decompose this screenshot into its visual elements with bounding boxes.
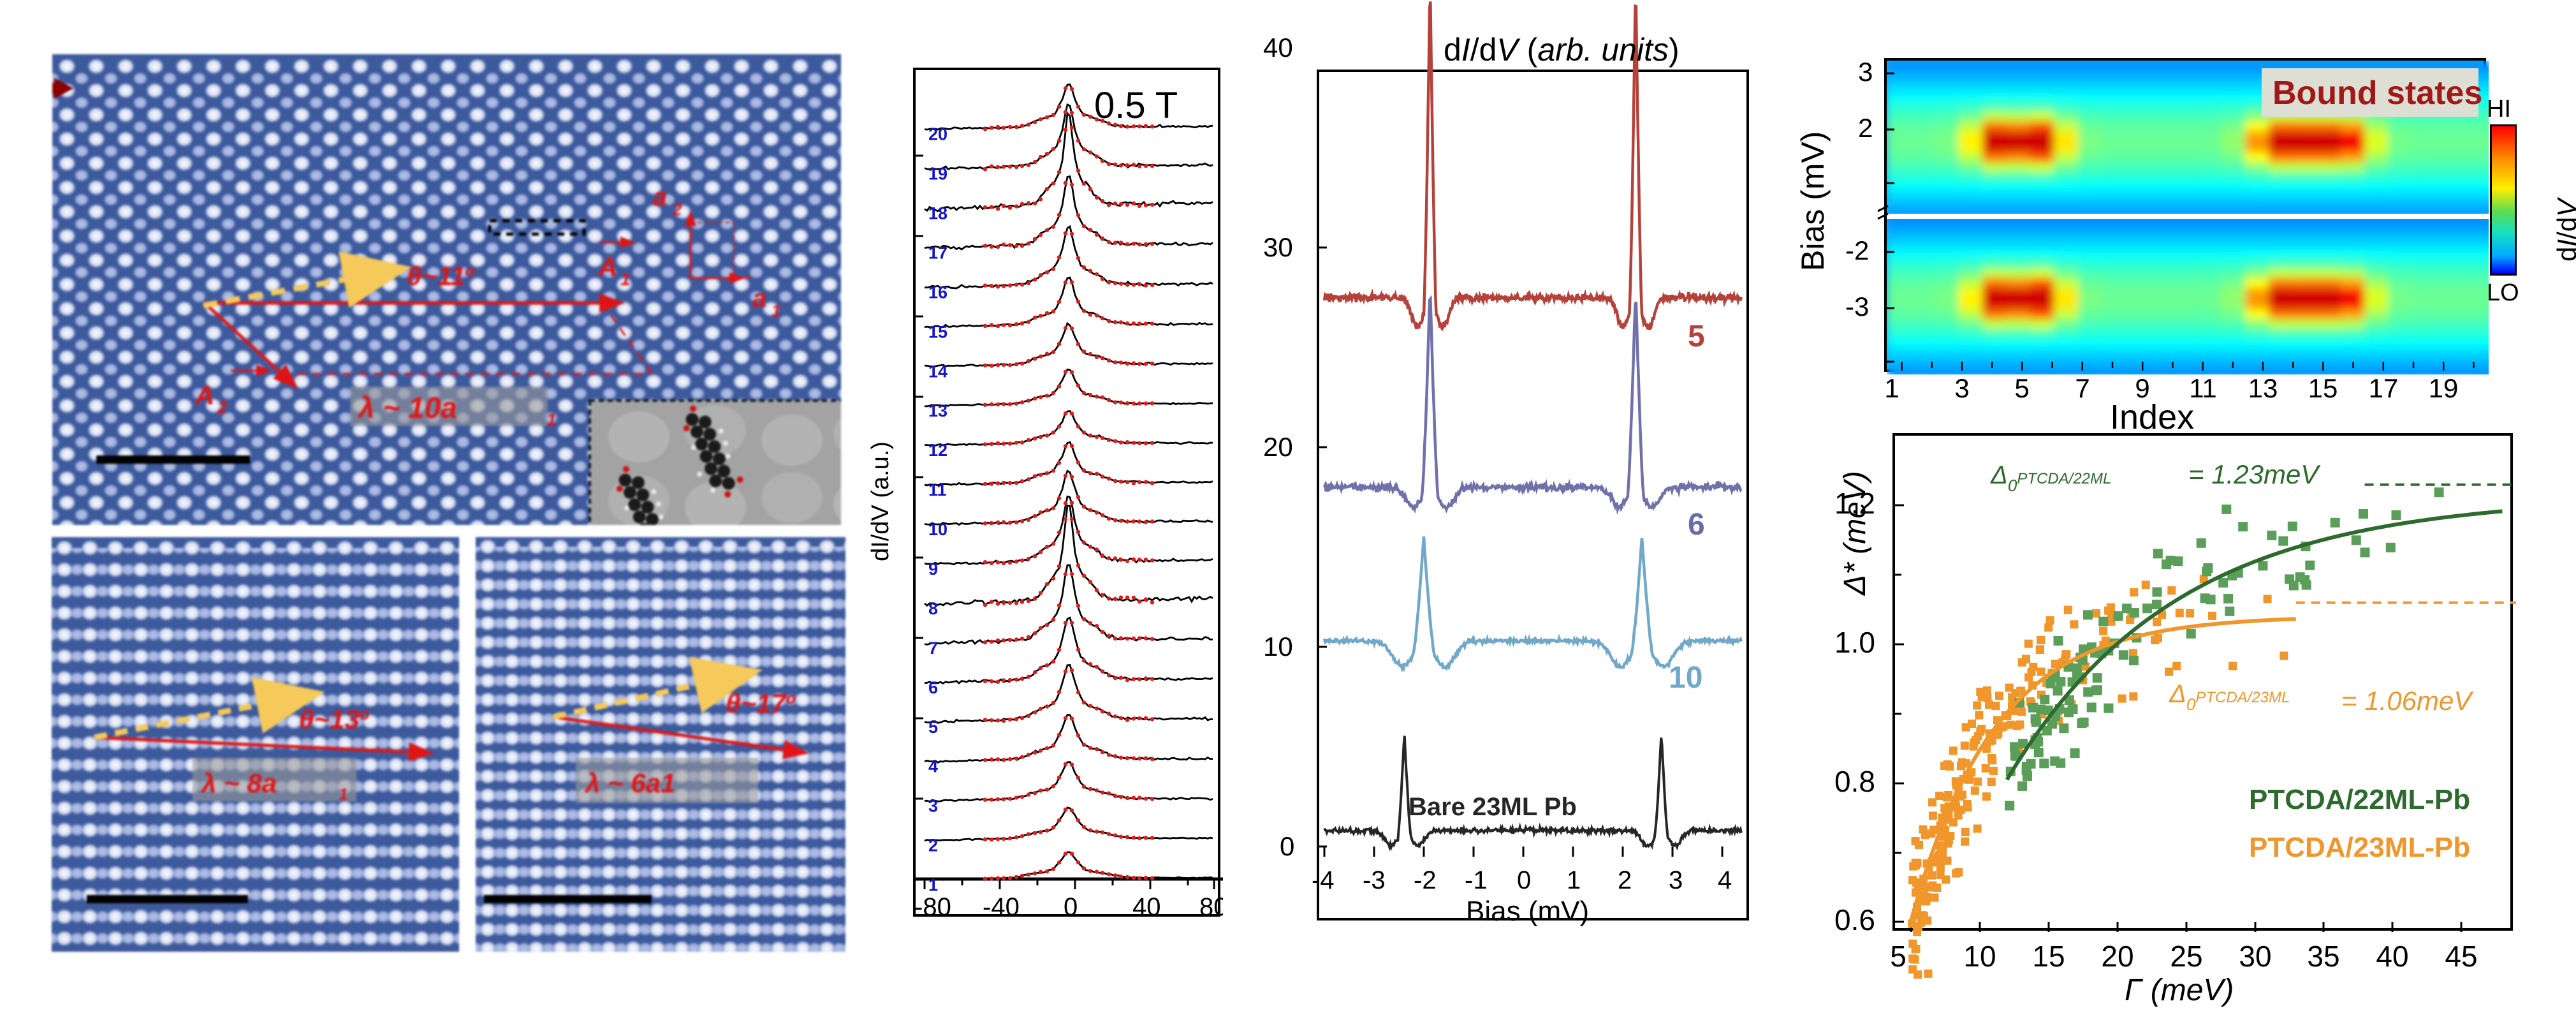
svg-text:30: 30	[1263, 232, 1293, 262]
svg-text:10: 10	[928, 520, 948, 539]
svg-text:Bare 23ML Pb: Bare 23ML Pb	[1409, 793, 1577, 821]
svg-text:θ~11o: θ~11o	[407, 261, 476, 291]
svg-text:λ ~ 6a1: λ ~ 6a1	[584, 768, 675, 798]
svg-text:10: 10	[1263, 632, 1293, 662]
svg-text:35: 35	[2307, 940, 2339, 973]
svg-text:0: 0	[1517, 866, 1531, 894]
svg-text:18: 18	[928, 204, 948, 223]
svg-text:A: A	[194, 380, 214, 410]
svg-text:5: 5	[2014, 373, 2029, 403]
svg-text:2: 2	[1858, 113, 1873, 143]
svg-text:13: 13	[928, 401, 948, 420]
svg-text:λ ~ 8a: λ ~ 8a	[200, 768, 277, 798]
svg-text:40: 40	[1132, 893, 1161, 919]
svg-text:a: a	[752, 285, 766, 313]
svg-text:-1: -1	[1465, 866, 1488, 894]
svg-text:2: 2	[1618, 866, 1632, 894]
svg-text:Bias (mV): Bias (mV)	[1466, 896, 1589, 927]
svg-text:80: 80	[1199, 893, 1223, 919]
svg-text:7: 7	[928, 639, 938, 658]
svg-text:2: 2	[672, 200, 682, 219]
svg-text:2: 2	[928, 836, 938, 855]
svg-text:4: 4	[1718, 866, 1732, 894]
svg-text:-3: -3	[1845, 292, 1869, 322]
svg-text:0.6: 0.6	[1834, 903, 1875, 936]
svg-text:1: 1	[339, 785, 348, 804]
svg-text:10: 10	[1669, 661, 1702, 695]
svg-text:PTCDA/22ML-Pb: PTCDA/22ML-Pb	[2249, 784, 2470, 815]
svg-text:Δ0PTCDA/22ML: Δ0PTCDA/22ML	[1990, 461, 2111, 495]
svg-text:-4: -4	[1312, 866, 1335, 894]
svg-text:17: 17	[2369, 373, 2399, 403]
svg-text:20: 20	[2101, 940, 2133, 973]
svg-text:25: 25	[2170, 940, 2202, 973]
svg-text:0.5 T: 0.5 T	[1094, 85, 1178, 126]
svg-text:A: A	[597, 252, 617, 282]
svg-text:19: 19	[2429, 373, 2459, 403]
svg-text:0.8: 0.8	[1834, 765, 1875, 798]
svg-text:14: 14	[928, 362, 948, 381]
svg-text:1: 1	[1884, 373, 1899, 403]
svg-text:a: a	[653, 183, 667, 211]
svg-text:15: 15	[2032, 940, 2065, 973]
svg-text:8: 8	[928, 599, 938, 618]
svg-text:1: 1	[928, 876, 938, 895]
svg-text:θ~17o: θ~17o	[726, 688, 796, 718]
svg-text:9: 9	[928, 559, 938, 579]
svg-text:17: 17	[928, 243, 948, 262]
svg-text:10: 10	[1963, 940, 1996, 973]
svg-text:1: 1	[546, 410, 557, 429]
svg-text:5: 5	[1890, 940, 1906, 973]
svg-text:= 1.06meV: = 1.06meV	[2341, 686, 2474, 716]
svg-text:12: 12	[928, 441, 948, 460]
svg-text:1: 1	[1567, 866, 1581, 894]
svg-text:1.0: 1.0	[1834, 626, 1875, 659]
svg-text:λ ~ 10a: λ ~ 10a	[356, 391, 457, 424]
svg-text:0: 0	[1280, 831, 1294, 861]
svg-text:-2: -2	[1414, 866, 1437, 894]
svg-text:= 1.23meV: = 1.23meV	[2188, 459, 2321, 489]
svg-text:3: 3	[1858, 57, 1873, 87]
svg-text:1: 1	[772, 301, 780, 320]
svg-text:40: 40	[1263, 33, 1293, 63]
svg-text:2: 2	[217, 397, 228, 417]
svg-text:19: 19	[928, 165, 948, 184]
svg-text:7: 7	[2075, 373, 2089, 403]
svg-text:5: 5	[1688, 320, 1705, 353]
svg-text:-3: -3	[1363, 866, 1386, 894]
svg-text:-40: -40	[983, 893, 1020, 919]
svg-text:PTCDA/23ML-Pb: PTCDA/23ML-Pb	[2249, 832, 2470, 863]
svg-text:θ~13o: θ~13o	[299, 704, 370, 734]
svg-text:3: 3	[928, 797, 938, 816]
svg-text:40: 40	[2376, 940, 2408, 973]
svg-text:4: 4	[928, 757, 938, 776]
svg-text:5: 5	[928, 718, 938, 737]
svg-text:15: 15	[928, 322, 948, 341]
svg-text:45: 45	[2445, 940, 2477, 973]
svg-text:-2: -2	[1845, 235, 1869, 265]
svg-text:1: 1	[620, 269, 631, 289]
svg-text:16: 16	[928, 283, 948, 302]
svg-text:20: 20	[1263, 432, 1293, 462]
svg-text:3: 3	[1954, 373, 1969, 403]
svg-text:20: 20	[928, 125, 948, 144]
svg-text:6: 6	[1688, 508, 1705, 542]
svg-text:3: 3	[1669, 866, 1683, 894]
svg-text:6: 6	[928, 678, 938, 697]
svg-text:15: 15	[2308, 373, 2338, 403]
svg-text:11: 11	[928, 480, 947, 499]
svg-text:Δ0PTCDA/23ML: Δ0PTCDA/23ML	[2169, 680, 2290, 714]
svg-text:30: 30	[2239, 940, 2271, 973]
svg-text:-80: -80	[916, 893, 951, 919]
svg-text:13: 13	[2248, 373, 2278, 403]
svg-text:0: 0	[1064, 893, 1078, 919]
svg-text:Bound states: Bound states	[2272, 75, 2482, 112]
